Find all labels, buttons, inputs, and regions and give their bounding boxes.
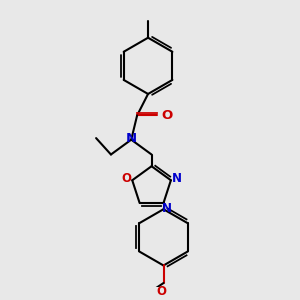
Text: O: O <box>122 172 132 185</box>
Text: N: N <box>172 172 182 185</box>
Text: N: N <box>162 202 172 214</box>
Text: O: O <box>157 285 166 298</box>
Text: O: O <box>161 109 172 122</box>
Text: N: N <box>126 132 137 145</box>
